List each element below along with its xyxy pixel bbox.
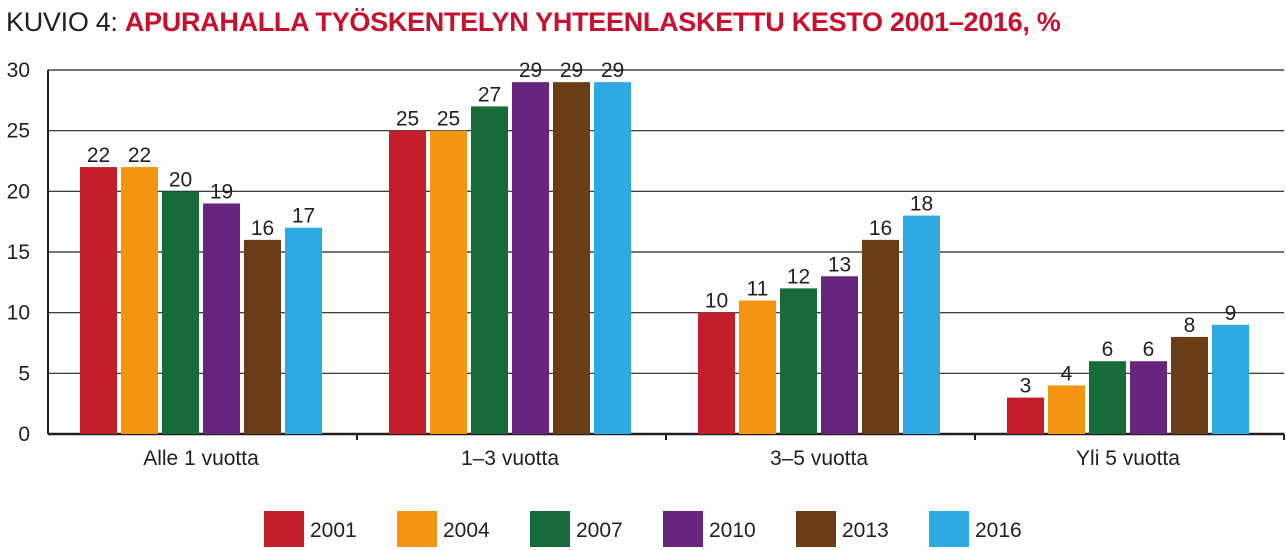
bar (553, 82, 590, 434)
bar (512, 82, 549, 434)
legend-swatch (929, 511, 969, 547)
data-label: 16 (869, 217, 892, 240)
bar (1212, 324, 1249, 434)
bar (244, 239, 281, 434)
bar (1171, 336, 1208, 434)
legend-swatch (796, 511, 836, 547)
bar (862, 239, 899, 434)
data-label: 8 (1184, 314, 1196, 337)
data-label: 11 (747, 278, 769, 301)
bar (1048, 385, 1085, 434)
bar (1130, 361, 1167, 434)
bar (162, 191, 199, 434)
legend-label: 2010 (709, 519, 756, 542)
x-category-label: 3–5 vuotta (770, 447, 868, 470)
data-label: 6 (1143, 338, 1155, 361)
data-label: 25 (396, 108, 419, 131)
data-label: 25 (437, 108, 460, 131)
data-label: 3 (1020, 375, 1032, 398)
bar (430, 130, 467, 434)
y-tick-label: 20 (7, 180, 30, 203)
chart-title-prefix: KUVIO 4: (6, 7, 118, 37)
legend-label: 2007 (576, 519, 623, 542)
bar (594, 82, 631, 434)
legend-label: 2013 (842, 519, 889, 542)
data-label: 4 (1061, 362, 1073, 385)
data-label: 12 (787, 265, 810, 288)
y-tick-label: 30 (7, 59, 30, 82)
bar (739, 300, 776, 434)
legend-swatch (397, 511, 437, 547)
data-label: 13 (828, 253, 851, 276)
data-label: 18 (910, 193, 933, 216)
data-label: 22 (87, 144, 110, 167)
bar (121, 167, 158, 435)
y-tick-label: 0 (18, 423, 30, 446)
data-label: 19 (210, 180, 233, 203)
data-label: 16 (251, 217, 274, 240)
bar (1007, 397, 1044, 434)
legend-label: 2004 (443, 519, 490, 542)
data-label: 27 (478, 83, 501, 106)
data-label: 29 (519, 59, 542, 82)
bar (821, 276, 858, 434)
legend-label: 2001 (310, 519, 357, 542)
y-tick-label: 10 (7, 302, 30, 325)
bar (389, 130, 426, 434)
legend-swatch (264, 511, 304, 547)
bar (80, 167, 117, 435)
bar (698, 312, 735, 434)
data-label: 20 (169, 168, 192, 191)
bar (203, 203, 240, 434)
chart-title: KUVIO 4: APURAHALLA TYÖSKENTELYN YHTEENL… (6, 2, 1061, 42)
data-label: 10 (705, 290, 728, 313)
data-label: 22 (128, 144, 151, 167)
legend-swatch (663, 511, 703, 547)
chart-title-main: APURAHALLA TYÖSKENTELYN YHTEENLASKETTU K… (124, 7, 1023, 37)
bar (1089, 361, 1126, 434)
bar (471, 106, 508, 435)
bar (903, 215, 940, 434)
legend-swatch (530, 511, 570, 547)
bar (285, 227, 322, 434)
y-tick-label: 25 (7, 120, 30, 143)
chart-title-suffix: , % (1022, 7, 1061, 37)
data-label: 29 (601, 59, 624, 82)
data-label: 29 (560, 59, 583, 82)
y-tick-label: 5 (18, 362, 30, 385)
data-label: 9 (1225, 302, 1237, 325)
y-tick-label: 15 (7, 241, 30, 264)
data-label: 17 (292, 205, 315, 228)
x-category-label: 1–3 vuotta (461, 447, 559, 470)
bar (780, 288, 817, 434)
x-category-label: Yli 5 vuotta (1076, 447, 1180, 470)
x-category-label: Alle 1 vuotta (143, 447, 259, 470)
legend-label: 2016 (975, 519, 1022, 542)
data-label: 6 (1102, 338, 1114, 361)
